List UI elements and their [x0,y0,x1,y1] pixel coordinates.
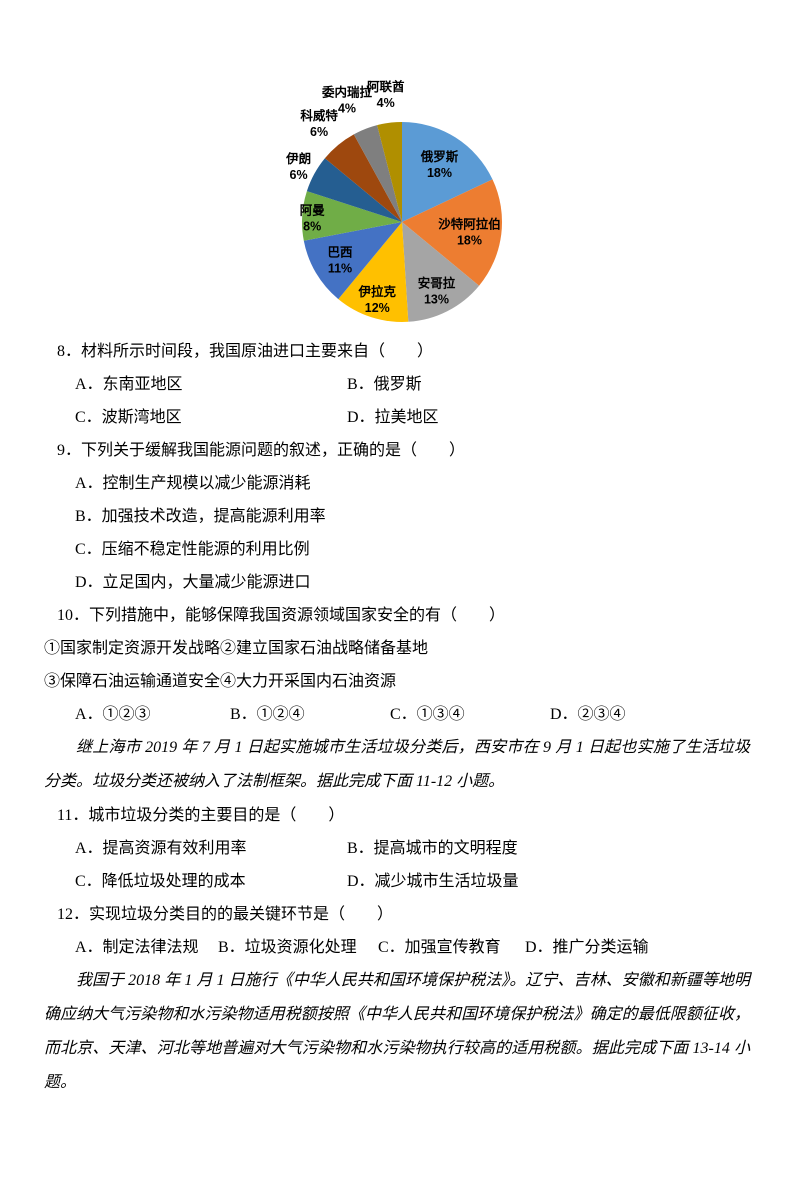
option-b: B．提高城市的文明程度 [347,840,518,857]
pie-slice-label-2: 沙特阿拉伯 18% [438,217,501,248]
option-a: A．制定法律法规 [75,939,199,956]
pie-slice-6 [302,191,402,241]
pie-slice-10 [377,121,402,222]
question-11-stem-line: 11．城市垃圾分类的主要目的是（ ） [44,799,750,832]
pie-slice-label-1: 俄罗斯 18% [420,149,459,180]
pie-slice-8 [324,134,402,222]
option-b: B．垃圾资源化处理 [218,939,357,956]
pie-slice-label-5: 巴西 11% [327,246,352,276]
question-12-stem-line: 12．实现垃圾分类目的的最关键环节是（ ） [44,898,750,931]
question-10-items-2: ③保障石油运输通道安全④大力开采国内石油资源 [44,673,397,690]
question-number: 8． [57,343,82,360]
question-9: 9．下列关于缓解我国能源问题的叙述，正确的是（ ） A．控制生产规模以减少能源消… [44,434,750,599]
option-d: D．拉美地区 [347,409,439,426]
question-stem: 下列措施中，能够保障我国资源领域国家安全的有（ ） [89,607,506,624]
question-8: 8．材料所示时间段，我国原油进口主要来自（ ） A．东南亚地区 B．俄罗斯 C．波… [44,335,750,434]
option-b: B．俄罗斯 [347,376,422,393]
question-9-stem-line: 9．下列关于缓解我国能源问题的叙述，正确的是（ ） [44,434,750,467]
option-d: D．推广分类运输 [525,939,649,956]
question-stem: 材料所示时间段，我国原油进口主要来自（ ） [81,343,434,360]
question-12-options-row: A．制定法律法规 B．垃圾资源化处理 C．加强宣传教育 D．推广分类运输 [44,931,750,964]
option-a: A．提高资源有效利用率 [75,840,247,857]
option-d: D．②③④ [550,706,626,723]
passage-11-12: 继上海市 2019 年 7 月 1 日起实施城市生活垃圾分类后，西安市在 9 月… [44,739,750,790]
pie-slice-label-7: 伊朗 6% [285,151,311,182]
option-d: D．立足国内，大量减少能源进口 [75,574,311,591]
pie-slice-label-8: 科威特 6% [300,108,338,139]
question-8-options-row-1: A．东南亚地区 B．俄罗斯 [44,368,750,401]
question-10: 10．下列措施中，能够保障我国资源领域国家安全的有（ ） ①国家制定资源开发战略… [44,599,750,731]
pie-slice-7 [306,158,402,222]
option-b: B．①②④ [230,706,305,723]
question-10-stem-line: 10．下列措施中，能够保障我国资源领域国家安全的有（ ） [44,599,750,632]
option-c: C．压缩不稳定性能源的利用比例 [75,541,310,558]
option-c: C．①③④ [390,706,465,723]
question-number: 9． [57,442,82,459]
option-d: D．减少城市生活垃圾量 [347,873,519,890]
option-b: B．加强技术改造，提高能源利用率 [75,508,326,525]
question-11: 11．城市垃圾分类的主要目的是（ ） A．提高资源有效利用率 B．提高城市的文明程… [44,799,750,898]
option-a: A．①②③ [75,706,151,723]
option-c: C．降低垃圾处理的成本 [75,873,246,890]
option-c: C．加强宣传教育 [378,939,501,956]
option-c: C．波斯湾地区 [75,409,182,426]
question-12: 12．实现垃圾分类目的的最关键环节是（ ） A．制定法律法规 B．垃圾资源化处理 C… [44,898,750,964]
pie-slice-1 [402,122,493,222]
question-number: 10． [57,607,90,624]
question-number: 12． [57,906,90,923]
question-number: 11． [57,807,89,824]
pie-slice-label-9: 委内瑞拉 4% [321,84,373,115]
question-stem: 城市垃圾分类的主要目的是（ ） [88,807,345,824]
pie-slice-4 [338,222,409,322]
question-stem: 实现垃圾分类目的的最关键环节是（ ） [89,906,394,923]
question-stem: 下列关于缓解我国能源问题的叙述，正确的是（ ） [81,442,466,459]
pie-slice-label-6: 阿曼 8% [300,203,326,233]
question-10-items-1: ①国家制定资源开发战略②建立国家石油战略储备基地 [44,640,429,657]
pie-chart-svg: 俄罗斯 18% 沙特阿拉伯 18% 安哥拉 13% 伊拉克 12%巴西 11%阿曼 8% 伊朗 6% 科… [285,79,503,322]
question-8-options-row-2: C．波斯湾地区 D．拉美地区 [44,401,750,434]
question-11-options-row-1: A．提高资源有效利用率 B．提高城市的文明程度 [44,832,750,865]
passage-13-14: 我国于 2018 年 1 月 1 日施行《中华人民共和国环境保护税法》。辽宁、吉… [44,972,750,1091]
pie-slice-2 [402,179,503,286]
exam-page: 俄罗斯 18% 沙特阿拉伯 18% 安哥拉 13% 伊拉克 12% 巴西 11% 阿曼 8% 伊朗 6% 科… [0,78,794,1100]
option-a: A．东南亚地区 [75,376,183,393]
pie-slice-label-3: 安哥拉 13% [418,276,456,307]
pie-slice-9 [353,125,402,222]
question-10-options-row: A．①②③ B．①②④ C．①③④ D．②③④ [44,698,750,731]
question-11-options-row-2: C．降低垃圾处理的成本 D．减少城市生活垃圾量 [44,865,750,898]
option-a: A．控制生产规模以减少能源消耗 [75,475,311,492]
pie-slice-3 [402,222,480,322]
question-8-stem-line: 8．材料所示时间段，我国原油进口主要来自（ ） [44,335,750,368]
oil-import-pie-chart: 俄罗斯 18% 沙特阿拉伯 18% 安哥拉 13% 伊拉克 12% 巴西 11% 阿曼 8% 伊朗 6% 科… [44,78,750,335]
pie-slice-label-10: 阿联酋 4% [367,79,405,110]
pie-slice-label-4: 伊拉克 12% [358,284,397,315]
pie-slice-5 [303,222,402,300]
